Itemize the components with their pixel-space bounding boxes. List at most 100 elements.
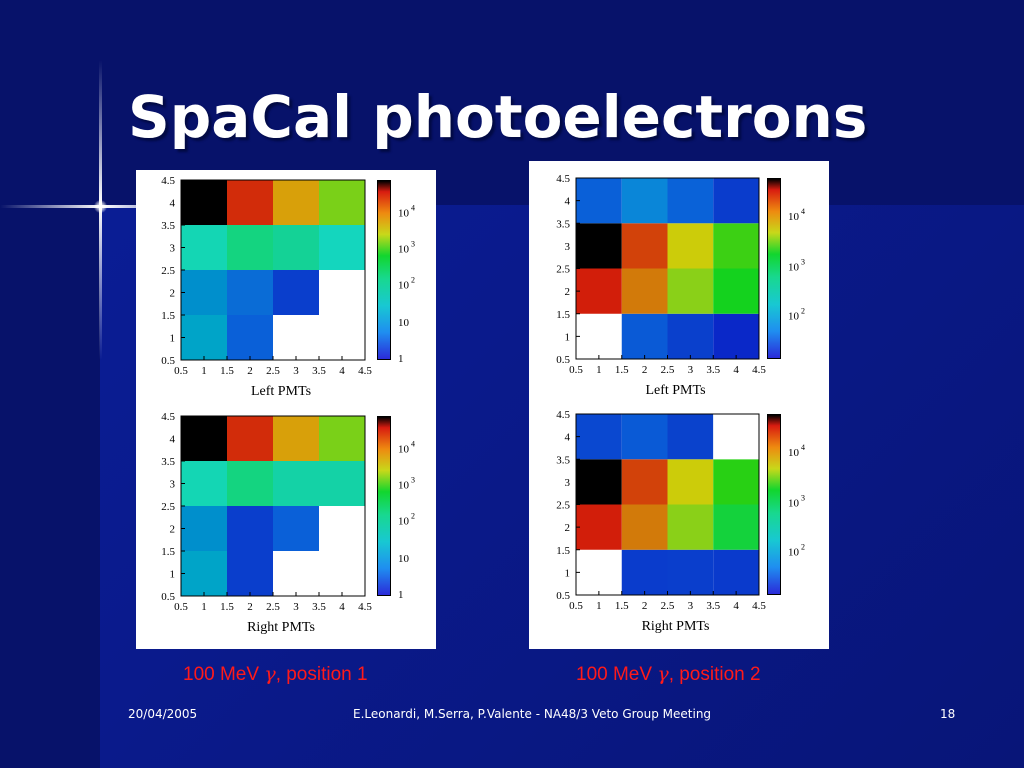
- caption-2-text: 100 MeV: [576, 664, 658, 685]
- x-tick-label: 4: [339, 601, 345, 613]
- colorbar-label: 10: [398, 317, 410, 329]
- y-tick-label: 1: [565, 567, 571, 579]
- heatmap-cell: [621, 414, 668, 460]
- heatmap-cell: [227, 416, 273, 461]
- chart-svg-position-2: 0.5 1 1.5 2 2.5 3 3.5 4 4.5 0.5 1 1.5 2 2.5 3 3.5 4 4.5 Le…: [556, 173, 805, 634]
- heatmap-cell: [576, 178, 622, 224]
- heatmap-cell: [273, 506, 319, 551]
- heatmap-cell: [319, 225, 365, 270]
- colorbar-label-exponent: 3: [409, 239, 415, 248]
- x-axis-title: Right PMTs: [247, 620, 315, 635]
- colorbar-label: 10 3: [788, 258, 805, 274]
- heatmap-cell: [181, 225, 227, 270]
- heatmap-cell: [227, 506, 273, 551]
- colorbar-right-pmts-2: [767, 414, 781, 595]
- heatmap-cell: [576, 414, 622, 460]
- heatmap-cell: [319, 551, 365, 596]
- y-tick-label: 1: [565, 331, 571, 343]
- y-tick-label: 3.5: [161, 456, 175, 468]
- heatmap-cell: [667, 223, 714, 269]
- y-tick-label: 3: [170, 479, 176, 491]
- heatmap-cell: [273, 461, 319, 506]
- colorbar-label: 10 4: [788, 207, 805, 223]
- sparkle-icon: [94, 200, 107, 213]
- heatmap-cell: [576, 313, 622, 359]
- heatmap-cell: [621, 313, 668, 359]
- heatmap-cell: [181, 551, 227, 596]
- y-tick-label: 4.5: [556, 173, 570, 185]
- colorbar-label: 10 2: [788, 543, 805, 559]
- heatmap-cell: [227, 180, 273, 225]
- heatmap-left-pmts-2: 0.5 1 1.5 2 2.5 3 3.5 4 4.5 0.5 1 1.5 2 2.5 3 3.5 4 4.5 Le…: [556, 173, 805, 398]
- heatmap-cell: [319, 506, 365, 551]
- heatmap-cell: [181, 180, 227, 225]
- heatmap-cell: [667, 313, 714, 359]
- colorbar-label: 10 4: [788, 443, 805, 459]
- colorbar-label: 10 2: [788, 307, 805, 323]
- heatmap-cell: [621, 223, 668, 269]
- y-tick-label: 1: [170, 569, 176, 581]
- y-tick-label: 2.5: [161, 265, 175, 277]
- colorbar-label: 10 2: [398, 511, 415, 527]
- x-tick-label: 0.5: [174, 601, 188, 613]
- sparkle-horizontal: [0, 205, 230, 208]
- caption-position-2: 100 MeV γ, position 2: [576, 661, 761, 688]
- x-axis-title: Right PMTs: [642, 619, 710, 634]
- heatmap-cell: [273, 180, 319, 225]
- heatmap-cell: [181, 315, 227, 360]
- x-tick-label: 4.5: [358, 601, 372, 613]
- y-tick-label: 4: [170, 434, 176, 446]
- colorbar-label-exponent: 3: [799, 494, 805, 503]
- x-tick-label: 2.5: [661, 600, 675, 612]
- y-tick-label: 2.5: [556, 264, 570, 276]
- heatmap-cell: [667, 178, 714, 224]
- chart-svg-position-1: 0.5 1 1.5 2 2.5 3 3.5 4 4.5 0.5 1 1.5 2 2.5 3 3.5 4 4.5 Le…: [161, 175, 415, 635]
- heatmap-cell: [667, 268, 714, 314]
- colorbar-label-exponent: 4: [799, 207, 805, 216]
- y-tick-label: 1.5: [161, 546, 175, 558]
- y-tick-label: 2.5: [161, 501, 175, 513]
- x-tick-label: 3.5: [312, 365, 326, 377]
- heatmap-cell: [273, 315, 319, 360]
- x-tick-label: 2: [642, 364, 648, 376]
- heatmap-cell: [273, 416, 319, 461]
- colorbar-label: 10 3: [398, 239, 415, 255]
- x-tick-label: 4: [733, 600, 739, 612]
- heatmap-cell: [713, 268, 759, 314]
- x-tick-label: 0.5: [569, 364, 583, 376]
- x-tick-label: 4.5: [358, 365, 372, 377]
- x-tick-label: 1: [596, 600, 602, 612]
- caption-1-suffix: , position 1: [275, 664, 368, 685]
- slide-title: SpaCal photoelectrons: [128, 83, 868, 151]
- colorbar-label-exponent: 3: [799, 258, 805, 267]
- x-tick-label: 0.5: [174, 365, 188, 377]
- x-tick-label: 1.5: [220, 601, 234, 613]
- heatmap-cell: [667, 549, 714, 595]
- caption-position-1: 100 MeV γ, position 1: [183, 661, 368, 688]
- y-tick-label: 4.5: [161, 411, 175, 423]
- x-tick-label: 3: [688, 364, 694, 376]
- y-tick-label: 1.5: [161, 310, 175, 322]
- x-tick-label: 4.5: [752, 600, 766, 612]
- x-tick-label: 1.5: [220, 365, 234, 377]
- x-tick-label: 2.5: [661, 364, 675, 376]
- x-tick-label: 0.5: [569, 600, 583, 612]
- colorbar-right-pmts-1: [377, 416, 391, 596]
- colorbar-label-exponent: 2: [799, 307, 805, 316]
- heatmap-cell: [273, 551, 319, 596]
- y-tick-label: 3.5: [161, 220, 175, 232]
- heatmap-cell: [181, 270, 227, 315]
- colorbar-label-exponent: 4: [409, 203, 415, 212]
- y-tick-label: 4: [565, 196, 571, 208]
- y-tick-label: 2: [170, 524, 176, 536]
- y-tick-label: 4: [170, 198, 176, 210]
- heatmap-cell: [181, 416, 227, 461]
- chart-panel-position-1: 0.5 1 1.5 2 2.5 3 3.5 4 4.5 0.5 1 1.5 2 2.5 3 3.5 4 4.5 Le…: [136, 170, 436, 649]
- colorbar-label-exponent: 2: [799, 543, 805, 552]
- heatmap-cell: [621, 268, 668, 314]
- colorbar-left-pmts-1: [377, 180, 391, 360]
- x-tick-label: 3: [293, 365, 299, 377]
- colorbar-label: 10 3: [398, 475, 415, 491]
- heatmap-cell: [227, 551, 273, 596]
- colorbar-label-exponent: 4: [409, 439, 415, 448]
